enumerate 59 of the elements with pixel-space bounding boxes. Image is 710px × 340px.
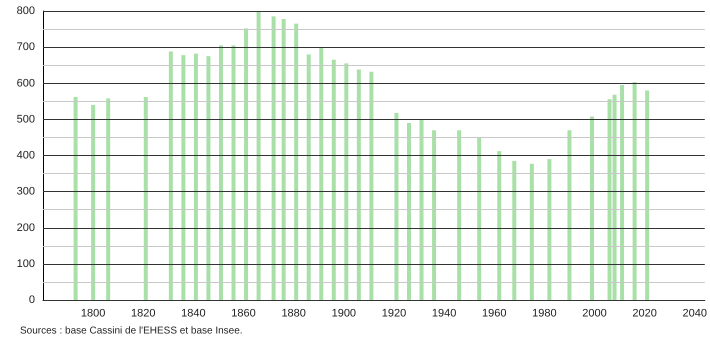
x-tick-label: 1900	[332, 308, 356, 320]
bar	[144, 96, 148, 300]
bar	[332, 60, 336, 300]
y-tick-label: 400	[16, 150, 35, 162]
bar	[567, 130, 572, 300]
y-tick-label: 0	[28, 294, 35, 306]
bar	[74, 96, 78, 300]
y-tick-label: 300	[16, 186, 35, 198]
bar	[319, 47, 324, 300]
x-tick-label: 1920	[382, 308, 406, 320]
bar	[282, 18, 286, 300]
bar	[344, 63, 348, 300]
bar	[256, 11, 261, 300]
bar	[590, 116, 594, 300]
bar	[457, 130, 462, 300]
x-tick-label: 2000	[582, 308, 607, 320]
bar	[530, 164, 534, 300]
bar	[294, 24, 298, 300]
bar	[91, 104, 96, 300]
x-tick-label: 2040	[682, 308, 708, 320]
bar	[181, 55, 186, 300]
bar	[306, 54, 311, 300]
y-tick-label: 600	[16, 77, 35, 90]
bar	[394, 112, 398, 300]
y-tick-label: 200	[16, 222, 35, 234]
x-tick-label: 1860	[231, 308, 256, 320]
bar	[244, 28, 248, 300]
bar	[206, 56, 210, 300]
bar	[477, 137, 482, 300]
bar	[168, 51, 173, 300]
x-tick-label: 1840	[181, 308, 206, 320]
bar	[272, 16, 276, 300]
x-tick-label: 1800	[80, 308, 106, 320]
x-tick-label: 2020	[632, 308, 657, 320]
bar	[497, 151, 502, 300]
bar	[406, 122, 411, 300]
bar	[232, 45, 236, 300]
bar	[369, 72, 374, 300]
source-note: Sources : base Cassini de l'EHESS et base Insee.	[20, 326, 243, 336]
x-tick-label: 1960	[482, 308, 506, 320]
y-tick-label: 700	[16, 41, 35, 54]
bar	[645, 90, 650, 300]
bar	[432, 130, 436, 300]
bar	[632, 82, 637, 300]
y-tick-label: 500	[16, 113, 35, 126]
bar	[106, 98, 110, 300]
x-tick-label: 1880	[281, 308, 306, 320]
bar	[420, 119, 424, 300]
y-tick-label: 800	[16, 5, 35, 17]
bar	[512, 160, 516, 300]
bar	[194, 54, 198, 300]
bar	[218, 45, 223, 300]
y-tick-label: 100	[16, 258, 35, 270]
x-tick-label: 1820	[131, 308, 156, 320]
x-tick-label: 1980	[532, 308, 557, 320]
bar	[356, 70, 361, 300]
bar	[620, 85, 624, 300]
x-tick-label: 1940	[432, 308, 456, 320]
bar	[547, 159, 552, 300]
